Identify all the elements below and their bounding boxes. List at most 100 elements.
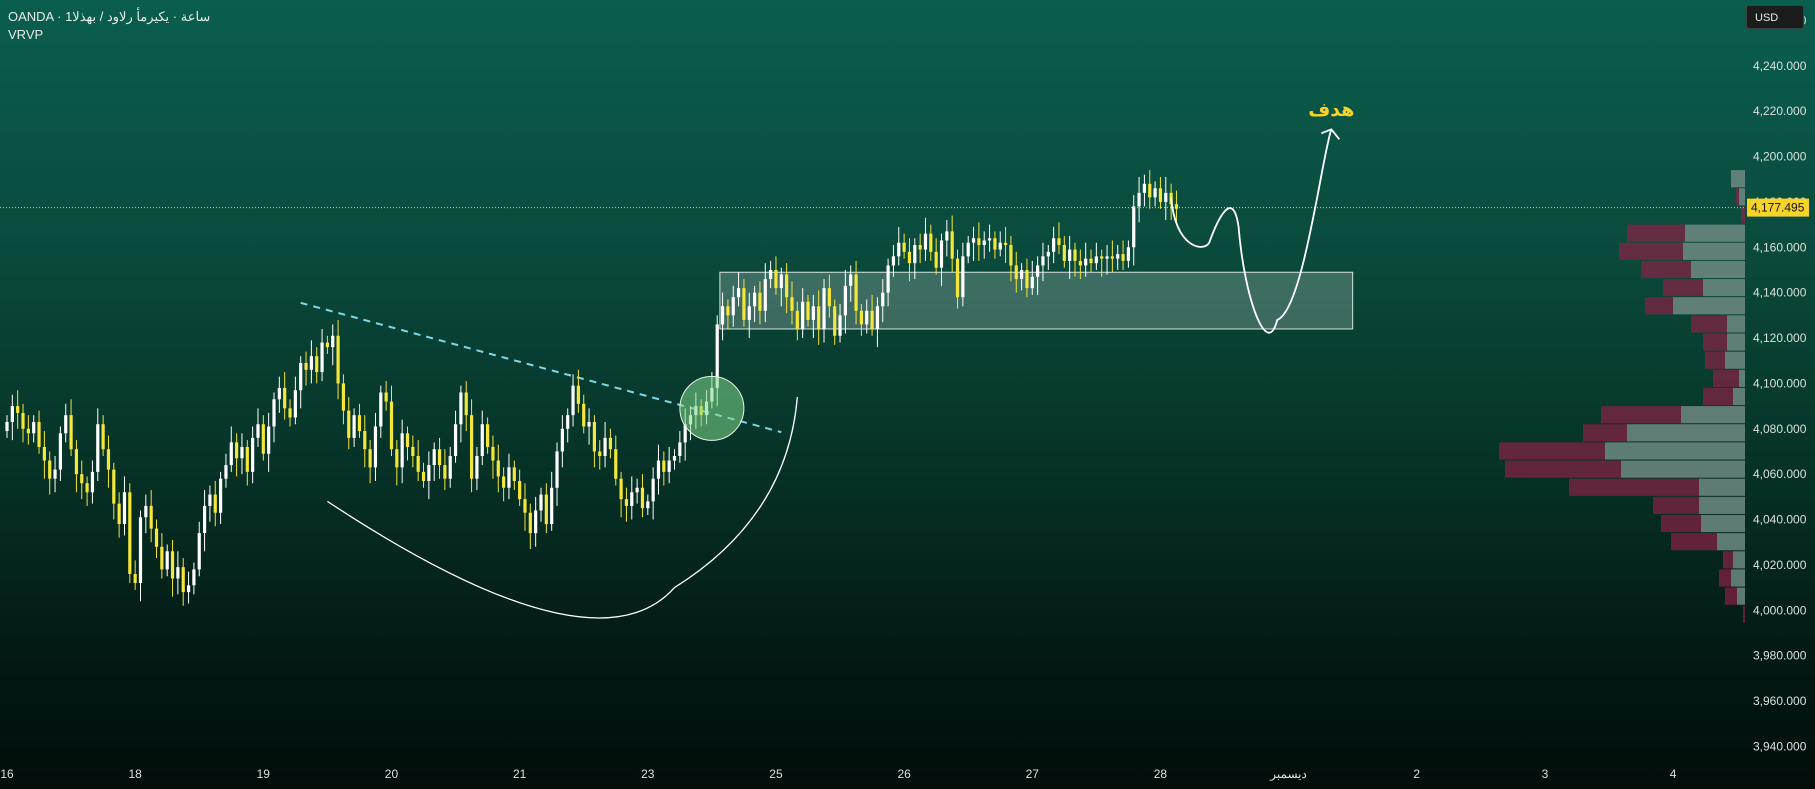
- candle-body: [235, 442, 239, 459]
- candle: [235, 433, 239, 477]
- candle-body: [528, 512, 532, 534]
- candle-body: [571, 385, 575, 416]
- candle-body: [971, 238, 976, 243]
- candle: [448, 446, 452, 488]
- candle: [101, 415, 105, 456]
- candle: [133, 560, 137, 590]
- candle: [865, 299, 869, 334]
- price-axis-tick: 3,980.000: [1753, 649, 1807, 663]
- candle: [5, 415, 9, 438]
- candle-body: [293, 390, 297, 418]
- price-axis-tick: 4,060.000: [1753, 467, 1807, 481]
- currency-button[interactable]: USD: [1746, 5, 1804, 29]
- candle-body: [977, 238, 981, 246]
- candle-body: [1052, 238, 1056, 252]
- candle-body: [395, 449, 399, 468]
- candle-body: [480, 424, 484, 456]
- volume-profile-up-bar: [1727, 333, 1745, 351]
- volume-profile-up-bar: [1621, 460, 1745, 478]
- price-axis-tick: 4,220.000: [1753, 104, 1807, 118]
- candle-body: [544, 494, 548, 525]
- candle: [833, 299, 837, 345]
- candle-body: [272, 399, 276, 427]
- volume-profile-up-bar: [1681, 406, 1745, 424]
- candle-body: [683, 424, 687, 443]
- candle: [518, 469, 522, 506]
- candle: [416, 440, 420, 481]
- volume-profile-down-bar: [1671, 533, 1717, 551]
- volume-profile-up-bar: [1733, 387, 1745, 406]
- candle-body: [1105, 256, 1109, 259]
- candle: [1046, 245, 1050, 270]
- candle: [53, 456, 57, 493]
- candle: [758, 281, 762, 325]
- candle-body: [261, 424, 265, 454]
- candle-body: [496, 460, 500, 477]
- candle: [138, 510, 143, 602]
- volume-profile-up-bar: [1727, 315, 1745, 333]
- candle: [1036, 256, 1040, 295]
- volume-profile-down-bar: [1703, 333, 1727, 351]
- candle-body: [555, 451, 559, 488]
- time-axis-tick: 2: [1413, 767, 1420, 781]
- candle: [112, 462, 116, 520]
- candle-body: [106, 449, 111, 470]
- indicator-label[interactable]: VRVP: [8, 27, 44, 42]
- candle: [176, 551, 180, 595]
- candle-body: [785, 274, 789, 298]
- candle: [154, 519, 159, 559]
- volume-profile-down-bar: [1703, 387, 1733, 406]
- candle: [469, 399, 474, 493]
- candle-body: [1036, 265, 1040, 277]
- candle: [763, 263, 767, 323]
- candle-body: [122, 492, 127, 525]
- volume-profile-down-bar: [1743, 605, 1745, 623]
- candle: [1062, 235, 1066, 268]
- candle-body: [833, 306, 837, 336]
- candle-body: [363, 431, 367, 450]
- candle-body: [154, 528, 159, 547]
- candle: [69, 399, 73, 456]
- candle: [720, 292, 725, 341]
- candle: [277, 376, 281, 413]
- descending-trendline: [300, 301, 782, 434]
- volume-profile-up-bar: [1673, 297, 1745, 315]
- candle: [576, 369, 580, 413]
- candle: [331, 324, 335, 366]
- candle: [811, 294, 815, 339]
- candle: [950, 215, 954, 273]
- price-axis-tick: 4,120.000: [1753, 331, 1807, 345]
- candle-body: [662, 460, 666, 472]
- candle: [790, 281, 794, 325]
- candle: [929, 224, 933, 261]
- candle-body: [576, 385, 580, 404]
- candle-body: [955, 258, 960, 298]
- candle-body: [918, 245, 922, 250]
- candle: [251, 426, 255, 484]
- candle: [897, 226, 901, 266]
- volume-profile-up-bar: [1699, 478, 1745, 496]
- candle-body: [651, 478, 655, 502]
- candle-body: [181, 567, 185, 593]
- candle-body: [464, 392, 468, 416]
- volume-profile: [1499, 170, 1745, 623]
- candle: [432, 442, 436, 481]
- volume-profile-up-bar: [1701, 514, 1745, 533]
- volume-profile-down-bar: [1725, 587, 1737, 605]
- candle: [170, 539, 175, 597]
- candle: [528, 503, 532, 550]
- candle: [550, 471, 554, 531]
- time-axis-tick: 19: [257, 767, 271, 781]
- candle-body: [373, 426, 378, 468]
- price-axis-tick: 4,080.000: [1753, 422, 1807, 436]
- candle: [309, 340, 313, 384]
- candle: [502, 467, 506, 502]
- candle-body: [502, 476, 506, 488]
- candle: [849, 265, 853, 302]
- candle: [1003, 226, 1008, 264]
- volume-profile-down-bar: [1736, 188, 1739, 206]
- candle: [891, 245, 896, 277]
- candle: [368, 440, 372, 484]
